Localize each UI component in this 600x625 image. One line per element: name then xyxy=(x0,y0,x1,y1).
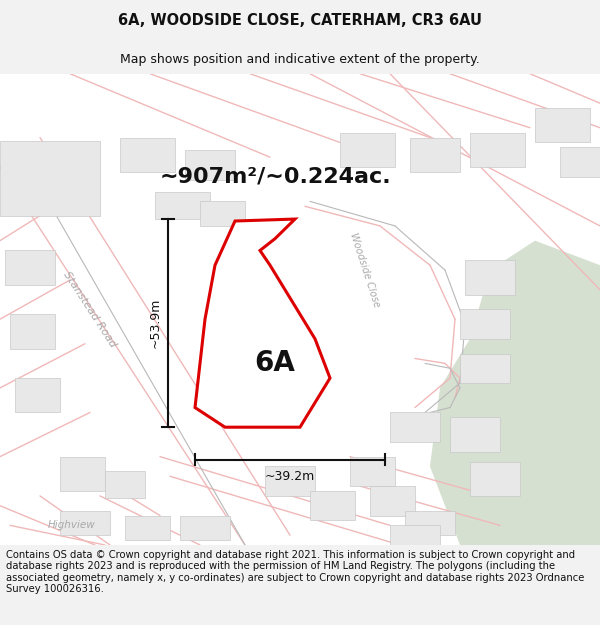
Bar xyxy=(265,466,315,496)
Text: Map shows position and indicative extent of the property.: Map shows position and indicative extent… xyxy=(120,52,480,66)
Bar xyxy=(390,526,440,545)
Bar xyxy=(450,418,500,452)
Bar xyxy=(185,151,235,180)
Bar xyxy=(470,132,525,167)
Text: Woodside Close: Woodside Close xyxy=(348,232,382,309)
Bar xyxy=(60,511,110,535)
Text: ~53.9m: ~53.9m xyxy=(149,298,161,348)
Bar xyxy=(180,516,230,540)
Bar xyxy=(535,108,590,142)
Bar xyxy=(10,314,55,349)
Bar xyxy=(120,138,175,172)
Bar xyxy=(60,457,105,491)
Polygon shape xyxy=(430,241,600,545)
Bar xyxy=(340,132,395,167)
Bar xyxy=(155,191,210,219)
Bar xyxy=(460,309,510,339)
Bar xyxy=(390,412,440,442)
Bar xyxy=(465,260,515,294)
Text: ~39.2m: ~39.2m xyxy=(265,470,315,482)
Bar xyxy=(370,486,415,516)
Text: Stanstead Road: Stanstead Road xyxy=(62,269,118,349)
Bar xyxy=(410,138,460,172)
Polygon shape xyxy=(195,219,330,428)
Bar xyxy=(200,201,245,226)
Text: 6A: 6A xyxy=(254,349,295,378)
Bar xyxy=(310,491,355,521)
Bar xyxy=(125,516,170,540)
Bar xyxy=(405,511,455,535)
Bar xyxy=(470,461,520,496)
Text: Highview: Highview xyxy=(48,521,96,531)
Text: ~907m²/~0.224ac.: ~907m²/~0.224ac. xyxy=(160,167,392,187)
Bar xyxy=(15,378,60,412)
Bar xyxy=(350,457,395,486)
Bar xyxy=(0,141,100,216)
Bar xyxy=(5,251,55,285)
Bar xyxy=(460,354,510,383)
Text: 6A, WOODSIDE CLOSE, CATERHAM, CR3 6AU: 6A, WOODSIDE CLOSE, CATERHAM, CR3 6AU xyxy=(118,13,482,28)
Bar xyxy=(560,148,600,177)
Text: Contains OS data © Crown copyright and database right 2021. This information is : Contains OS data © Crown copyright and d… xyxy=(6,549,584,594)
Bar xyxy=(105,471,145,498)
